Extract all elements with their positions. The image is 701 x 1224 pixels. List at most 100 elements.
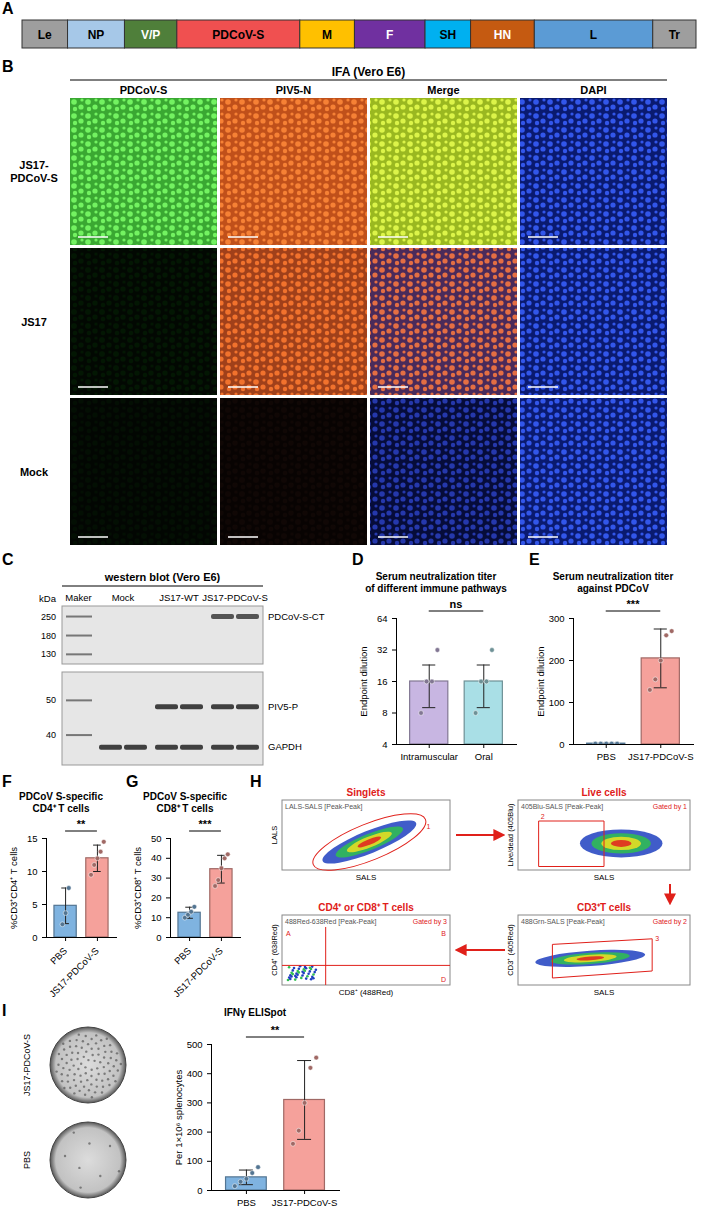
svg-text:Le: Le [38,28,52,42]
svg-text:64: 64 [377,613,388,624]
svg-text:488Grn-SALS [Peak-Peak]: 488Grn-SALS [Peak-Peak] [521,918,605,926]
svg-text:3: 3 [655,935,659,942]
svg-text:SALS: SALS [594,873,614,882]
svg-text:Per 1×10⁶ splenocytes: Per 1×10⁶ splenocytes [173,1069,184,1165]
svg-text:GAPDH: GAPDH [268,741,302,752]
svg-text:Serum neutralization titer: Serum neutralization titer [376,571,497,582]
svg-text:Oral: Oral [475,751,493,762]
svg-text:PBS: PBS [237,1197,256,1208]
svg-text:F: F [2,773,12,790]
svg-text:Mock: Mock [112,592,135,603]
svg-text:JS17-WT: JS17-WT [159,592,199,603]
svg-text:CD3⁺ (405Red): CD3⁺ (405Red) [506,924,515,976]
svg-text:PBS: PBS [22,1151,32,1169]
svg-text:10: 10 [27,866,38,877]
svg-text:JS17-PDCoV-S: JS17-PDCoV-S [628,751,693,762]
svg-text:500: 500 [187,1039,203,1050]
svg-text:A: A [2,0,14,17]
svg-text:V/P: V/P [141,28,160,42]
svg-text:100: 100 [549,697,565,708]
svg-text:L: L [590,28,597,42]
svg-text:Mock: Mock [20,466,49,478]
svg-text:IFA (Vero E6): IFA (Vero E6) [332,65,406,79]
svg-text:against PDCoV: against PDCoV [577,583,649,594]
svg-text:2: 2 [541,813,545,820]
svg-text:PDCoV-S: PDCoV-S [212,28,264,42]
svg-text:0: 0 [32,932,37,943]
svg-text:JS17-PDCoV-S: JS17-PDCoV-S [47,945,101,999]
svg-text:PBS: PBS [48,945,69,966]
svg-text:Gated by 2: Gated by 2 [653,918,687,926]
svg-text:kDa: kDa [39,593,57,604]
svg-text:JS17-PDCoV-S: JS17-PDCoV-S [22,1034,32,1096]
svg-text:D: D [352,551,364,568]
svg-text:CD8⁺ T cells: CD8⁺ T cells [157,803,214,814]
svg-text:***: *** [627,598,641,610]
svg-text:CD4⁺ or CD8⁺ T cells: CD4⁺ or CD8⁺ T cells [318,902,414,913]
svg-text:JS17-: JS17- [19,159,49,171]
svg-text:B: B [441,930,446,937]
svg-text:PDCoV-S-CT: PDCoV-S-CT [268,611,325,622]
svg-text:Endpoint dilution: Endpoint dilution [358,646,369,716]
svg-text:PIV5-P: PIV5-P [268,701,298,712]
svg-text:CD8⁺ (488Red): CD8⁺ (488Red) [339,988,394,997]
svg-text:of different immune pathways: of different immune pathways [365,583,507,594]
svg-text:PDCoV-S: PDCoV-S [10,172,58,184]
svg-text:IFNγ ELISpot: IFNγ ELISpot [224,1007,287,1018]
svg-text:300: 300 [549,613,565,624]
svg-text:488Red-638Red [Peak-Peak]: 488Red-638Red [Peak-Peak] [285,918,377,926]
svg-text:PDCoV S-specific: PDCoV S-specific [143,791,227,802]
svg-text:H: H [250,773,262,790]
svg-text:Serum neutralization titer: Serum neutralization titer [553,571,674,582]
svg-text:HN: HN [494,28,511,42]
svg-text:M: M [322,28,332,42]
svg-text:PBS: PBS [172,945,193,966]
svg-text:15: 15 [27,833,38,844]
svg-text:LALS-SALS [Peak-Peak]: LALS-SALS [Peak-Peak] [285,803,362,811]
svg-text:1: 1 [426,823,430,830]
svg-text:PIV5-N: PIV5-N [276,84,312,96]
svg-text:I: I [2,1002,6,1019]
svg-text:405Blu-SALS [Peak-Peak]: 405Blu-SALS [Peak-Peak] [521,803,603,811]
svg-text:10: 10 [151,912,162,923]
svg-text:8: 8 [382,707,387,718]
svg-text:0: 0 [197,1185,202,1196]
svg-text:Live cells: Live cells [581,787,626,798]
svg-text:Merge: Merge [427,84,459,96]
svg-text:JS17-PDCoV-S: JS17-PDCoV-S [202,592,267,603]
svg-text:Gated by 3: Gated by 3 [413,918,447,926]
svg-text:Endpoint dilution: Endpoint dilution [535,646,546,716]
svg-text:180: 180 [41,631,56,641]
svg-text:CD4⁺ T cells: CD4⁺ T cells [33,803,90,814]
svg-text:32: 32 [377,644,388,655]
svg-text:Maker: Maker [65,592,91,603]
svg-text:PDCoV-S: PDCoV-S [120,84,168,96]
svg-text:%CD3⁺CD8⁺ T cells: %CD3⁺CD8⁺ T cells [132,847,143,929]
svg-text:40: 40 [46,730,56,740]
svg-text:**: ** [77,818,86,830]
svg-text:50: 50 [46,695,56,705]
svg-text:DAPI: DAPI [580,84,606,96]
svg-text:B: B [2,58,14,75]
svg-text:***: *** [199,818,213,830]
svg-text:250: 250 [41,612,56,622]
svg-text:200: 200 [549,655,565,666]
svg-text:NP: NP [88,28,105,42]
svg-text:JS17-PDCoV-S: JS17-PDCoV-S [272,1197,337,1208]
svg-text:**: ** [271,1024,280,1036]
svg-text:CD4⁺ (638Red): CD4⁺ (638Red) [270,924,279,976]
svg-text:0: 0 [156,932,161,943]
svg-text:western blot (Vero E6): western blot (Vero E6) [104,571,221,583]
svg-text:LALS: LALS [270,826,279,844]
svg-text:5: 5 [32,899,37,910]
svg-text:PDCoV S-specific: PDCoV S-specific [19,791,103,802]
svg-text:Singlets: Singlets [347,787,386,798]
svg-text:JS17: JS17 [21,316,47,328]
svg-text:D: D [441,976,446,983]
svg-text:300: 300 [187,1097,203,1108]
svg-text:%CD3⁺CD4⁺ T cells: %CD3⁺CD4⁺ T cells [8,847,19,929]
svg-text:A: A [286,930,291,937]
svg-text:SALS: SALS [356,873,376,882]
svg-text:C: C [2,551,14,568]
svg-text:400: 400 [187,1068,203,1079]
